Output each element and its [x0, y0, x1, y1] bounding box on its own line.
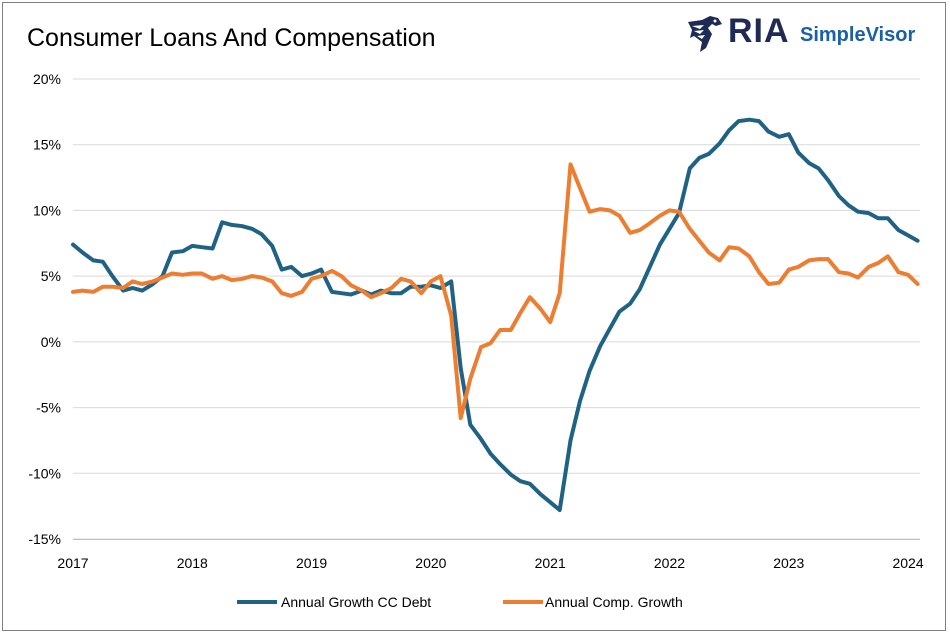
legend: Annual Growth CC Debt Annual Comp. Growth [237, 594, 683, 610]
chart-title: Consumer Loans And Compensation [27, 24, 436, 52]
brand-logo: RIA SimpleVisor [684, 12, 924, 56]
y-tick-label: -10% [28, 465, 61, 481]
x-tick-label: 2022 [654, 555, 685, 571]
series-line-0 [71, 117, 920, 513]
x-tick-label: 2017 [57, 555, 88, 571]
series-lines [71, 117, 920, 513]
legend-label-0: Annual Growth CC Debt [281, 594, 431, 610]
y-tick-label: 5% [41, 268, 61, 284]
x-tick-label: 2024 [892, 555, 923, 571]
logo-ria-text: RIA [728, 12, 790, 50]
y-tick-label: -15% [28, 531, 61, 547]
x-tick-label: 2019 [296, 555, 327, 571]
y-axis-ticks: 20% 15% 10% 5% 0% -5% -10% -15% [28, 71, 61, 547]
y-tick-label: 20% [33, 71, 61, 87]
x-tick-label: 2021 [535, 555, 566, 571]
y-tick-label: 10% [33, 202, 61, 218]
series-line-1 [71, 162, 920, 421]
eagle-icon [688, 16, 722, 52]
legend-label-1: Annual Comp. Growth [545, 594, 683, 610]
y-tick-label: 0% [41, 334, 61, 350]
x-tick-label: 2023 [773, 555, 804, 571]
x-axis-ticks: 2017 2018 2019 2020 2021 2022 2023 2024 [57, 555, 923, 571]
x-tick-label: 2018 [177, 555, 208, 571]
logo-simplevisor-text: SimpleVisor [800, 24, 916, 46]
gridlines [73, 78, 920, 540]
y-tick-label: -5% [36, 400, 61, 416]
y-tick-label: 15% [33, 137, 61, 153]
x-tick-label: 2020 [415, 555, 446, 571]
